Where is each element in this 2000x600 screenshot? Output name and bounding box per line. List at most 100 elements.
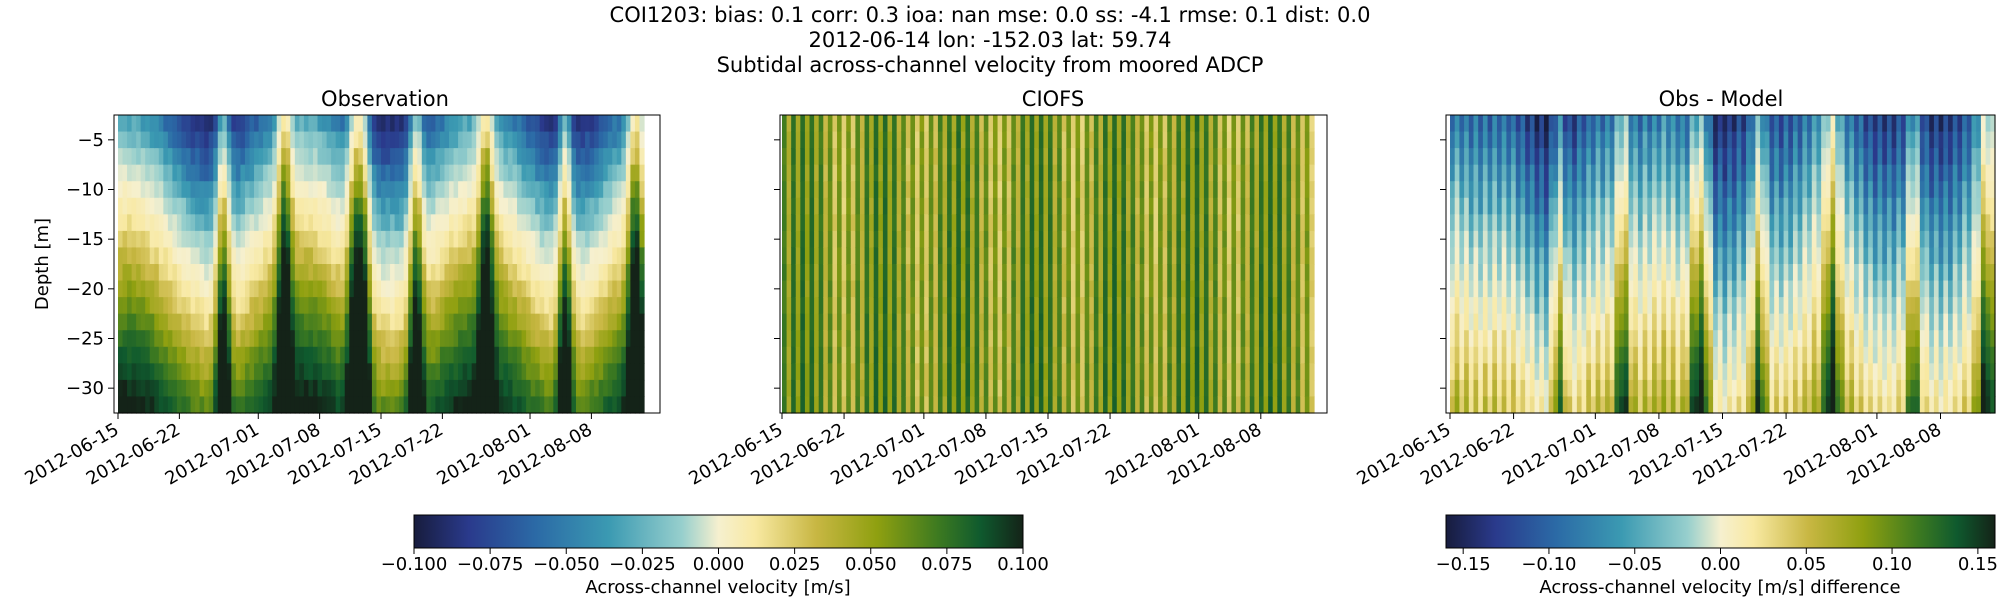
heatmap-cell bbox=[1600, 313, 1606, 331]
heatmap-cell bbox=[1520, 313, 1526, 331]
heatmap-cell bbox=[186, 247, 192, 265]
heatmap-cell bbox=[878, 264, 884, 282]
heatmap-cell bbox=[1029, 115, 1035, 133]
heatmap-cell bbox=[997, 264, 1003, 282]
heatmap-cell bbox=[462, 330, 468, 348]
heatmap-cell bbox=[878, 164, 884, 182]
heatmap-cell bbox=[585, 330, 591, 348]
heatmap-cell bbox=[859, 148, 866, 166]
heatmap-cell bbox=[1600, 396, 1606, 414]
heatmap-cell bbox=[915, 330, 921, 348]
heatmap-cell bbox=[882, 164, 889, 182]
heatmap-cell bbox=[186, 363, 192, 381]
heatmap-cell bbox=[782, 148, 788, 166]
heatmap-cell bbox=[1254, 313, 1260, 331]
heatmap-cell bbox=[118, 131, 124, 149]
heatmap-cell bbox=[974, 131, 980, 149]
heatmap-cell bbox=[1052, 297, 1058, 315]
heatmap-cell bbox=[489, 115, 495, 133]
heatmap-cell bbox=[988, 131, 994, 149]
heatmap-cell bbox=[1450, 313, 1456, 331]
heatmap-cell bbox=[905, 313, 912, 331]
heatmap-cell bbox=[521, 346, 527, 364]
heatmap-cell bbox=[800, 197, 806, 215]
heatmap-cell bbox=[485, 379, 491, 398]
heatmap-cell bbox=[795, 297, 801, 315]
heatmap-cell bbox=[344, 280, 350, 298]
heatmap-cell bbox=[841, 379, 847, 398]
heatmap-cell bbox=[176, 148, 183, 166]
heatmap-cell bbox=[1130, 247, 1136, 265]
heatmap-cell bbox=[1511, 346, 1517, 364]
heatmap-cell bbox=[122, 330, 128, 348]
heatmap-cell bbox=[924, 164, 930, 182]
heatmap-cell bbox=[1121, 197, 1127, 215]
heatmap-cell bbox=[585, 363, 591, 381]
heatmap-cell bbox=[390, 264, 396, 282]
heatmap-cell bbox=[1281, 396, 1288, 414]
heatmap-cell bbox=[131, 280, 137, 298]
heatmap-cell bbox=[887, 330, 893, 348]
heatmap-cell bbox=[603, 396, 609, 414]
heatmap-cell bbox=[235, 396, 242, 414]
heatmap-cell bbox=[1162, 131, 1168, 149]
heatmap-cell bbox=[850, 280, 856, 298]
heatmap-cell bbox=[1185, 330, 1191, 348]
heatmap-cell bbox=[612, 313, 618, 331]
heatmap-cell bbox=[809, 297, 815, 315]
heatmap-cell bbox=[1586, 363, 1592, 381]
heatmap-cell bbox=[1300, 297, 1306, 315]
heatmap-cell bbox=[1249, 164, 1255, 182]
heatmap-cell bbox=[1103, 247, 1109, 265]
heatmap-cell bbox=[254, 280, 260, 298]
heatmap-cell bbox=[933, 247, 939, 265]
heatmap-cell bbox=[1468, 214, 1475, 232]
heatmap-cell bbox=[1590, 363, 1597, 381]
heatmap-cell bbox=[1226, 181, 1233, 199]
heatmap-cell bbox=[1153, 396, 1159, 414]
heatmap-cell bbox=[362, 181, 368, 199]
heatmap-cell bbox=[458, 313, 464, 331]
heatmap-cell bbox=[859, 247, 866, 265]
heatmap-cell bbox=[910, 363, 916, 381]
heatmap-cell bbox=[1576, 379, 1583, 398]
heatmap-cell bbox=[195, 148, 201, 166]
heatmap-cell bbox=[439, 115, 446, 133]
heatmap-cell bbox=[417, 330, 423, 348]
heatmap-cell bbox=[1093, 131, 1100, 149]
heatmap-cell bbox=[1258, 297, 1265, 315]
panel-title: CIOFS bbox=[1022, 87, 1084, 111]
heatmap-cell bbox=[1464, 164, 1470, 182]
heatmap-cell bbox=[1600, 197, 1606, 215]
heatmap-cell bbox=[498, 363, 505, 381]
heatmap-cell bbox=[190, 379, 196, 398]
heatmap-cell bbox=[823, 280, 829, 298]
heatmap-cell bbox=[1468, 280, 1475, 298]
heatmap-cell bbox=[625, 330, 631, 348]
heatmap-cell bbox=[823, 131, 829, 149]
heatmap-cell bbox=[1135, 346, 1141, 364]
heatmap-cell bbox=[1642, 230, 1648, 249]
heatmap-cell bbox=[873, 313, 879, 331]
heatmap-cell bbox=[195, 346, 201, 364]
heatmap-cell bbox=[823, 164, 829, 182]
heatmap-cell bbox=[782, 297, 788, 315]
heatmap-cell bbox=[299, 148, 305, 166]
heatmap-cell bbox=[390, 396, 396, 414]
heatmap-cell bbox=[1268, 230, 1274, 249]
heatmap-cell bbox=[1190, 131, 1196, 149]
heatmap-cell bbox=[154, 115, 160, 133]
heatmap-cell bbox=[1454, 164, 1460, 182]
heatmap-cell bbox=[1619, 313, 1625, 331]
heatmap-cell bbox=[625, 148, 631, 166]
heatmap-cell bbox=[412, 197, 418, 215]
heatmap-cell bbox=[222, 313, 228, 331]
heatmap-cell bbox=[621, 396, 627, 414]
heatmap-cell bbox=[421, 148, 427, 166]
heatmap-cell bbox=[1098, 264, 1104, 282]
heatmap-cell bbox=[1473, 131, 1479, 149]
heatmap-cell bbox=[791, 363, 797, 381]
heatmap-cell bbox=[1553, 131, 1559, 149]
heatmap-cell bbox=[1529, 115, 1536, 133]
heatmap-cell bbox=[254, 197, 260, 215]
